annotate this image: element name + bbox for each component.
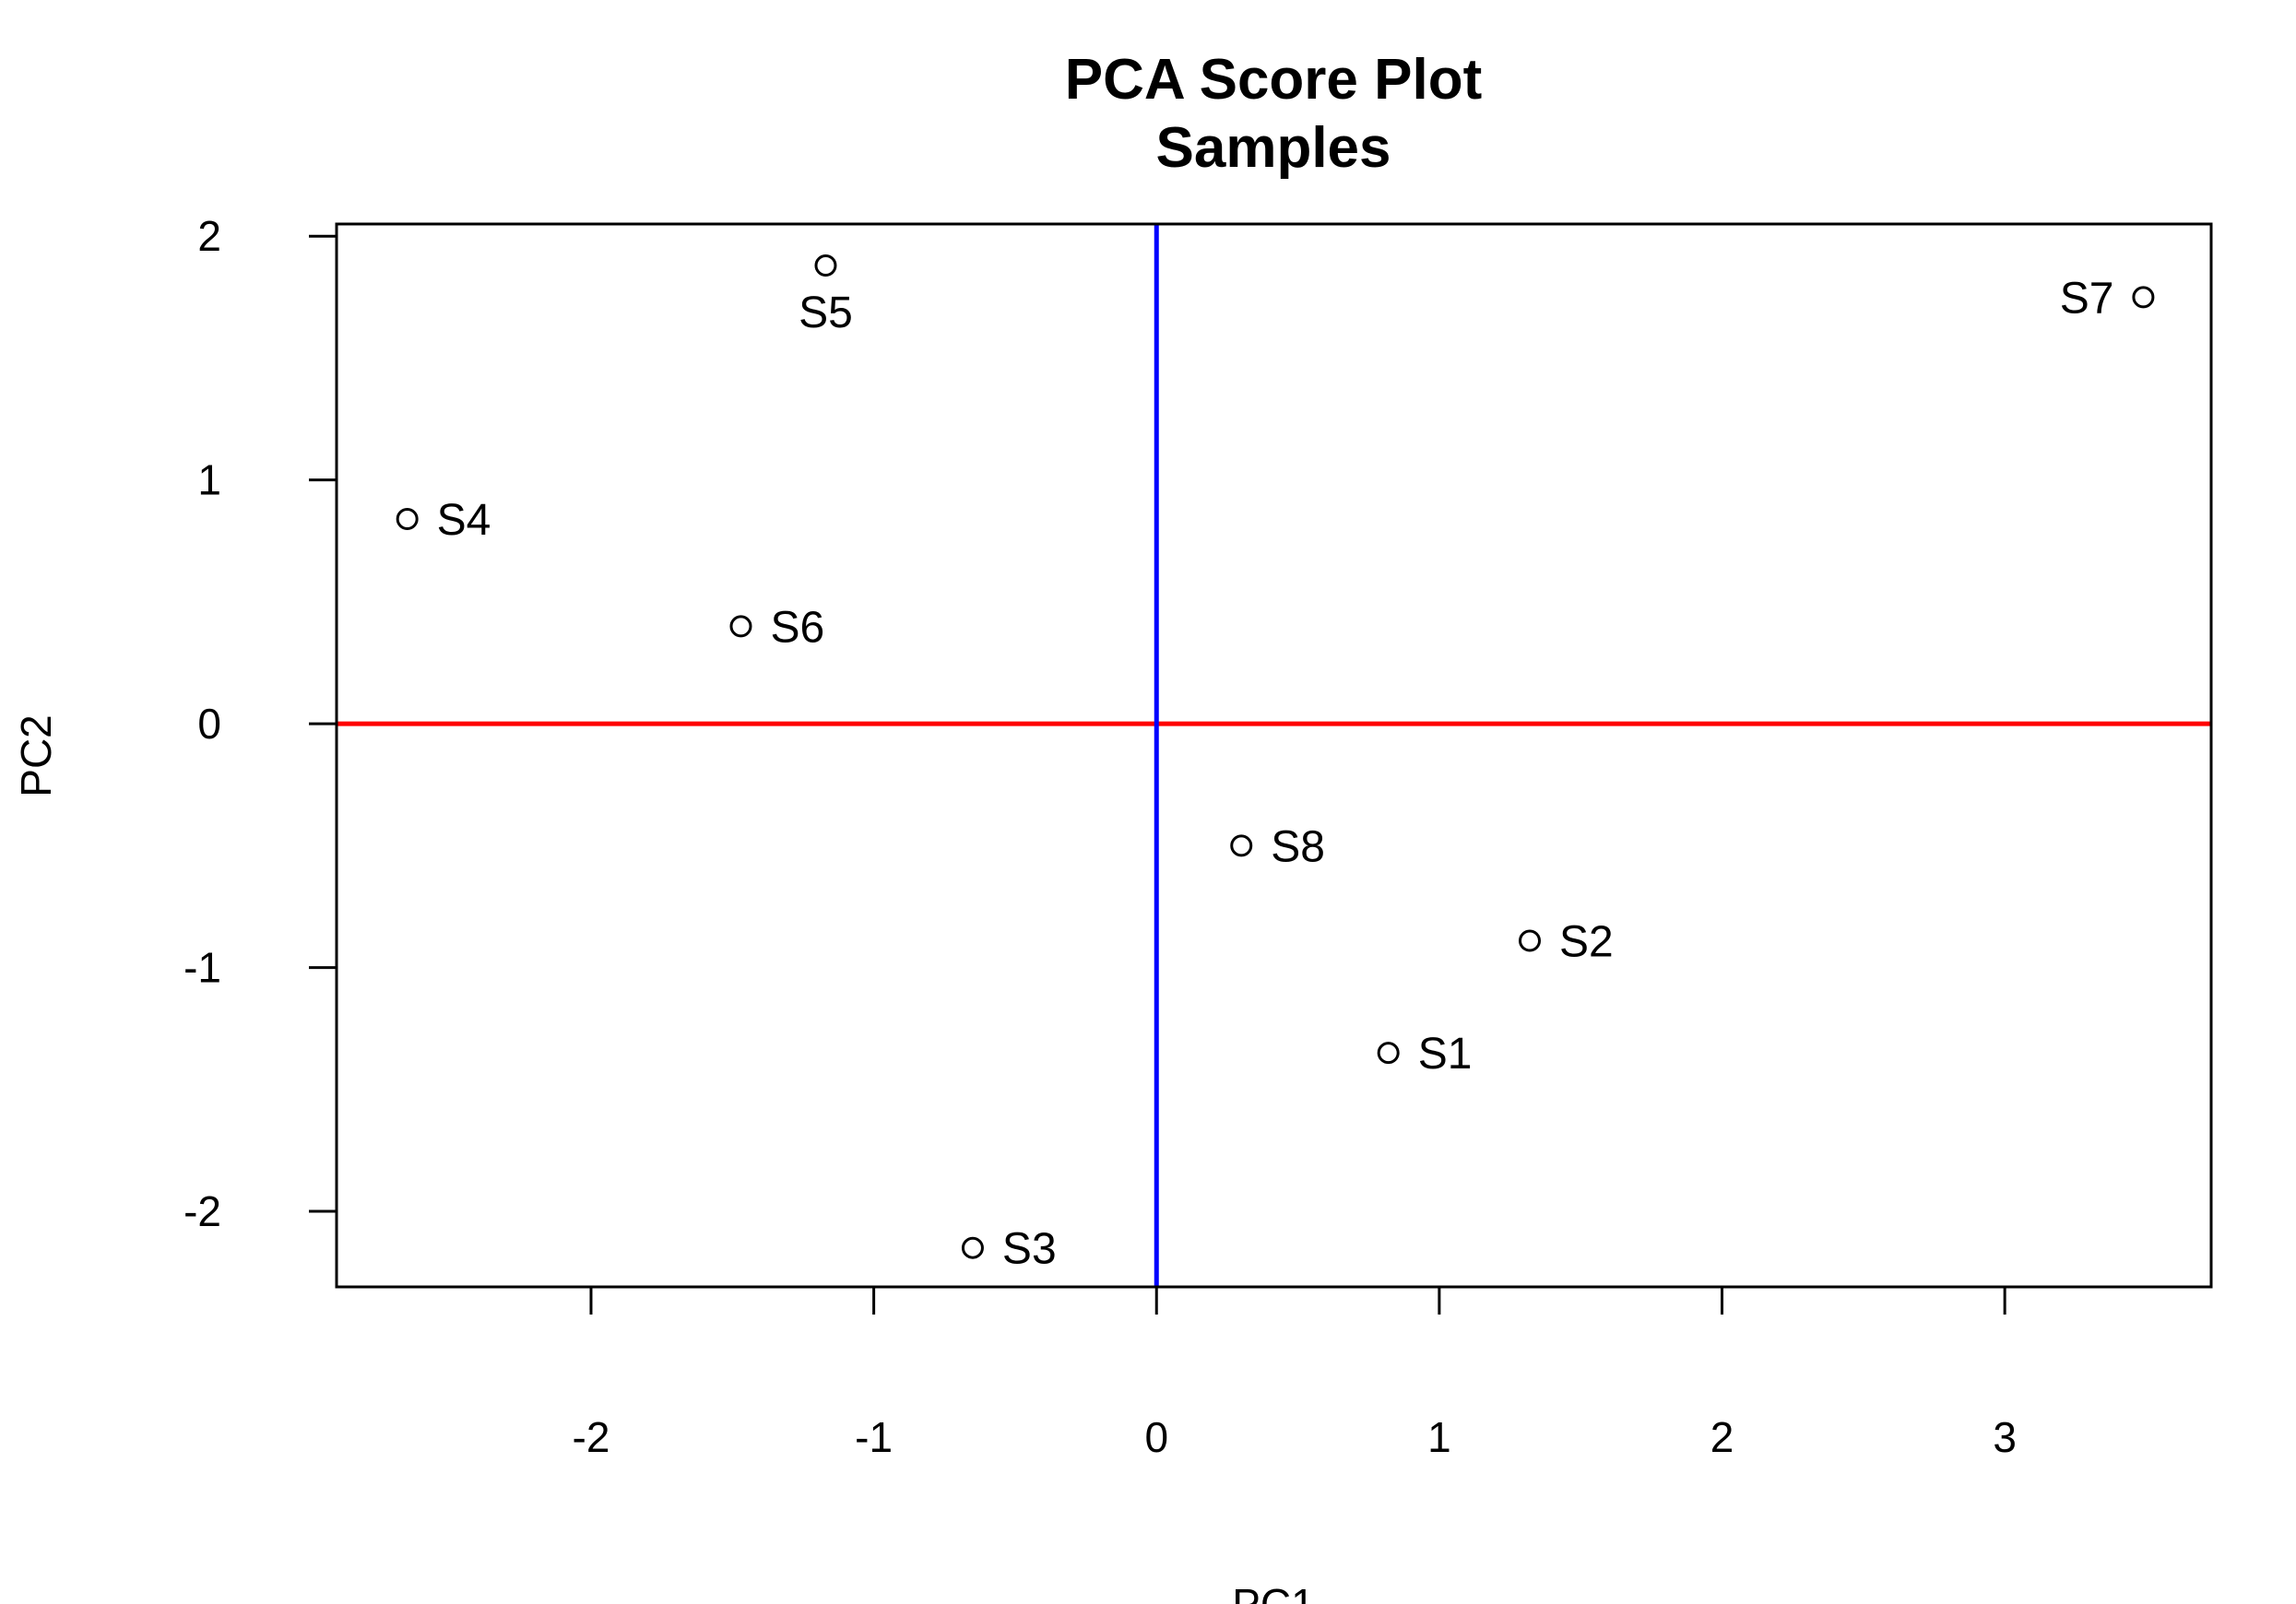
data-point	[1519, 929, 1542, 952]
data-point	[396, 507, 419, 530]
x-tick-label: -1	[855, 1413, 893, 1461]
x-tick-label: 0	[1144, 1413, 1168, 1461]
y-tick-label: 1	[197, 456, 221, 504]
data-point-label: S5	[799, 289, 853, 337]
y-tick-label: 0	[197, 700, 221, 748]
data-point-label: S8	[1271, 822, 1325, 871]
data-point-label: S2	[1559, 917, 1614, 966]
x-tick-label: 2	[1710, 1413, 1734, 1461]
data-point	[1230, 834, 1253, 857]
x-tick-label: 1	[1427, 1413, 1451, 1461]
data-point-label: S7	[2060, 274, 2114, 323]
y-tick-label: -1	[183, 944, 221, 992]
data-point-label: S3	[1002, 1225, 1057, 1274]
plot-frame	[335, 222, 2213, 1289]
x-tick-label: -2	[573, 1413, 610, 1461]
data-point	[1377, 1042, 1400, 1065]
plot-area: S1 S2 S3 S4 S5 S6 S7 S8	[337, 224, 2211, 1287]
data-point	[814, 254, 837, 277]
x-axis-label: PC1	[1232, 1580, 1314, 1604]
x-tick-label: 3	[1993, 1413, 2017, 1461]
data-point	[2132, 286, 2155, 309]
data-point-label: S1	[1418, 1030, 1473, 1079]
chart-subtitle: Samples	[1155, 116, 1391, 180]
data-point	[729, 615, 752, 638]
y-tick-label: 2	[197, 212, 221, 260]
data-point	[961, 1236, 984, 1259]
data-point-label: S6	[770, 603, 824, 652]
chart-title: PCA Score Plot	[1065, 48, 1482, 112]
y-tick-label: -2	[183, 1187, 221, 1235]
y-axis-label: PC2	[12, 714, 60, 796]
data-point-label: S4	[437, 496, 491, 545]
